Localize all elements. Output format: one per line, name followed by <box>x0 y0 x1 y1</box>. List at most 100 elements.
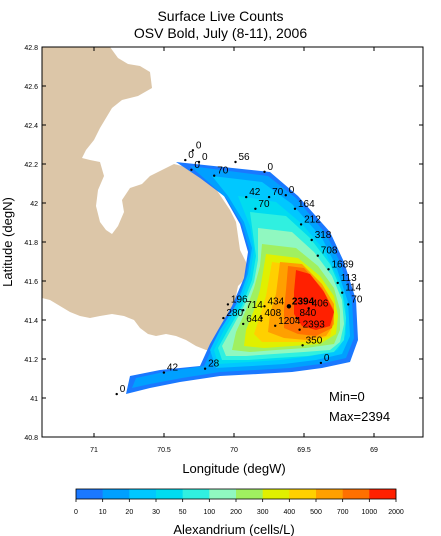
station-value-label: 113 <box>341 273 357 284</box>
station-marker <box>267 195 271 199</box>
lat-tick-label: 41.8 <box>24 240 38 247</box>
station-value-label: 406 <box>312 298 329 309</box>
colorbar-tick-label: 1000 <box>362 509 378 516</box>
station-marker <box>162 371 166 374</box>
title-line-2: OSV Bold, July (8-11), 2006 <box>133 25 308 41</box>
colorbar-tick-label: 20 <box>125 509 133 516</box>
land-area <box>42 47 248 350</box>
station-value-label: 0 <box>194 160 200 171</box>
colorbar-swatch <box>316 489 343 499</box>
station-value-label: 70 <box>351 294 363 305</box>
station-marker <box>274 324 277 327</box>
station-marker <box>336 281 339 285</box>
contour-field <box>126 162 358 394</box>
station-value-label: 0 <box>289 185 295 196</box>
station-marker <box>191 149 195 152</box>
station-marker <box>226 303 230 306</box>
station-marker <box>222 316 225 320</box>
colorbar-tick-label: 400 <box>283 509 295 516</box>
station-marker <box>286 304 292 309</box>
lat-axis: 42.8 42.6 42.4 42.2 42 41.8 41.6 41.4 41… <box>24 45 423 442</box>
lat-tick-label: 42 <box>30 201 38 208</box>
station-value-label: 196 <box>231 294 248 305</box>
colorbar-tick-label: 300 <box>257 509 269 516</box>
colorbar-swatch <box>129 489 157 499</box>
station-marker <box>190 168 193 171</box>
colorbar-swatch <box>236 489 263 499</box>
station-marker <box>284 194 287 197</box>
colorbar-swatch <box>209 489 237 499</box>
station-value-label: 0 <box>202 152 208 163</box>
colorbar-swatch <box>102 489 130 499</box>
station-marker <box>307 307 310 310</box>
station-marker <box>293 207 297 210</box>
colorbar-swatch <box>289 489 317 499</box>
colorbar-title: Alexandrium (cells/L) <box>173 522 294 536</box>
station-value-label: 1689 <box>332 259 355 270</box>
station-marker <box>197 160 201 164</box>
colorbar-tick-label: 500 <box>310 509 322 516</box>
station-value-label: 280 <box>226 308 243 319</box>
colorbar-swatch <box>369 489 397 499</box>
station-marker <box>341 291 344 294</box>
lat-tick-label: 41 <box>30 396 38 403</box>
station-marker <box>310 238 313 242</box>
station-marker <box>115 392 118 396</box>
lon-tick-label: 69.5 <box>297 447 311 454</box>
station-marker <box>295 316 298 320</box>
station-value-label: 28 <box>208 359 220 370</box>
colorbar-tick-label: 700 <box>337 509 349 516</box>
contour-level-1000 <box>294 270 334 330</box>
station-value-label: 714 <box>246 300 263 311</box>
station-value-label: 42 <box>167 363 179 374</box>
max-value-label: Max=2394 <box>329 409 390 424</box>
colorbar-swatch <box>76 489 103 499</box>
colorbar-swatch <box>156 489 183 499</box>
station-value-label: 0 <box>196 140 202 151</box>
lon-tick-label: 70 <box>230 447 238 454</box>
station-marker <box>263 170 266 173</box>
station-value-label: 56 <box>239 152 251 163</box>
lat-tick-label: 40.8 <box>24 435 38 442</box>
lat-tick-label: 42.6 <box>24 84 38 91</box>
station-marker <box>347 303 350 306</box>
colorbar-tick-label: 50 <box>179 509 187 516</box>
station-marker <box>184 158 187 162</box>
station-marker <box>298 328 301 331</box>
lon-axis: 71 70.5 70 69.5 69 <box>90 47 378 454</box>
colorbar: 0 10 20 30 50 100 200 300 400 500 700 1000 2000 <box>74 488 404 516</box>
station-marker <box>234 160 237 164</box>
station-marker <box>263 305 266 308</box>
colorbar-tick-label: 200 <box>230 509 242 516</box>
colorbar-swatch <box>182 489 210 499</box>
station-marker <box>242 309 245 312</box>
station-value-label: 0 <box>188 150 194 161</box>
x-axis-title: Longitude (degW) <box>182 461 285 476</box>
station-marker <box>260 316 263 320</box>
station-marker <box>301 344 304 347</box>
station-value-label: 42 <box>249 187 261 198</box>
station-value-label: 1204 <box>278 316 301 327</box>
station-value-label: 0 <box>120 384 126 395</box>
station-value-label: 408 <box>265 308 282 319</box>
station-value-label: 212 <box>304 214 321 225</box>
lon-tick-label: 71 <box>90 447 98 454</box>
station-value-label: 164 <box>298 199 315 210</box>
station-value-label: 2394 <box>292 296 315 307</box>
lat-tick-label: 41.6 <box>24 279 38 286</box>
min-value-label: Min=0 <box>329 389 365 404</box>
station-value-label: 2393 <box>303 320 326 331</box>
lat-tick-label: 42.4 <box>24 123 38 130</box>
station-marker <box>299 223 303 226</box>
colorbar-tick-label: 0 <box>74 509 78 516</box>
lon-tick-label: 69 <box>370 447 378 454</box>
colorbar-tick-label: 100 <box>203 509 215 516</box>
station-value-label: 644 <box>246 314 263 325</box>
lat-tick-label: 41.4 <box>24 318 38 325</box>
station-marker <box>213 174 216 177</box>
station-value-label: 70 <box>272 187 284 198</box>
station-marker <box>327 268 330 271</box>
lon-tick-marks <box>93 47 375 437</box>
